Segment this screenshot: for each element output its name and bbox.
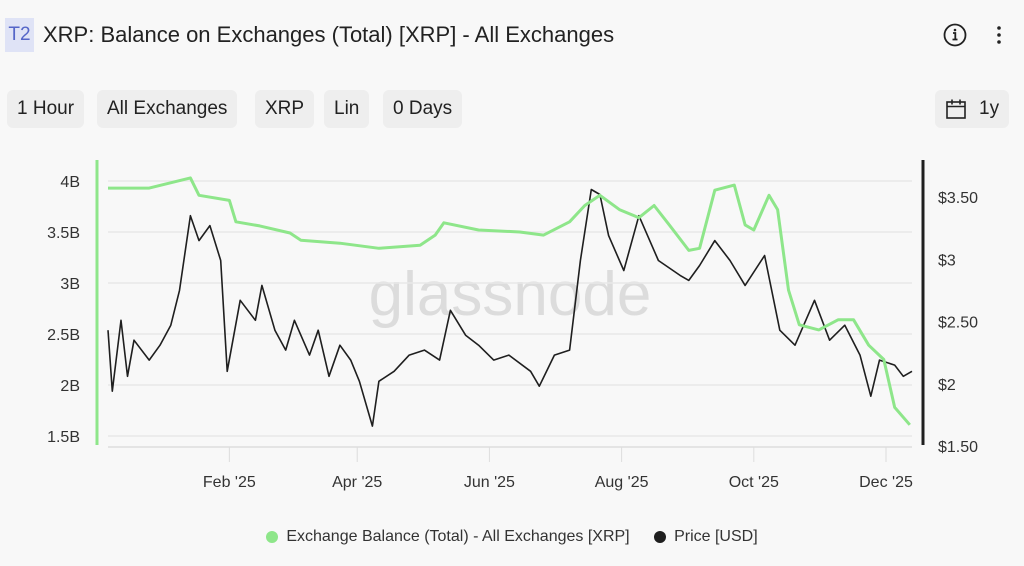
legend-swatch: [266, 531, 279, 543]
y-right-tick-label: $1.50: [938, 439, 978, 456]
x-tick-label: Oct '25: [729, 474, 779, 491]
y-right-tick-label: $2.50: [938, 315, 978, 332]
watermark-logo: glassnode: [369, 260, 652, 329]
y-right-tick-label: $3.50: [938, 190, 978, 207]
y-left-tick-label: 3.5B: [47, 225, 80, 242]
legend-item-balance[interactable]: Exchange Balance (Total) - All Exchanges…: [266, 528, 630, 546]
legend-label: Exchange Balance (Total) - All Exchanges…: [286, 528, 630, 545]
price-series-line: [107, 188, 913, 427]
calendar-icon: [946, 99, 966, 119]
x-tick-label: Apr '25: [332, 474, 382, 491]
y-left-tick-label: 4B: [60, 174, 80, 191]
legend-swatch: [654, 531, 667, 543]
y-left-tick-label: 2B: [60, 378, 80, 395]
x-tick-label: Jun '25: [464, 474, 515, 491]
date-range-button[interactable]: 1y: [935, 90, 1010, 128]
date-range-label: 1y: [979, 98, 1000, 119]
legend-item-price[interactable]: Price [USD]: [654, 528, 758, 546]
x-tick-label: Dec '25: [859, 474, 913, 491]
y-left-tick-label: 2.5B: [47, 327, 80, 344]
y-left-tick-label: 3B: [60, 276, 80, 293]
more-vertical-icon[interactable]: [986, 22, 1012, 48]
x-tick-label: Aug '25: [595, 474, 649, 491]
y-right-tick-label: $3: [938, 252, 956, 269]
scale-button[interactable]: Lin: [324, 90, 370, 128]
y-right-tick-label: $2: [938, 377, 956, 394]
chart-title: XRP: Balance on Exchanges (Total) [XRP] …: [43, 22, 615, 47]
x-tick-label: Feb '25: [203, 474, 256, 491]
resolution-button[interactable]: 1 Hour: [7, 90, 85, 128]
balance-series-line: [108, 176, 911, 426]
legend: Exchange Balance (Total) - All Exchanges…: [0, 528, 1024, 548]
info-icon[interactable]: [942, 22, 968, 48]
moving-average-button[interactable]: 0 Days: [383, 90, 463, 128]
chart-area[interactable]: glassnode 4B 3.5B 3B 2.5B 2B 1.5B $3.50 $3 $2.50…: [0, 150, 1024, 520]
currency-button[interactable]: XRP: [255, 90, 315, 128]
y-left-tick-label: 1.5B: [47, 429, 80, 446]
legend-label: Price [USD]: [674, 528, 758, 545]
chart-tier-badge: T2: [5, 18, 34, 52]
exchange-select-button[interactable]: All Exchanges: [97, 90, 238, 128]
